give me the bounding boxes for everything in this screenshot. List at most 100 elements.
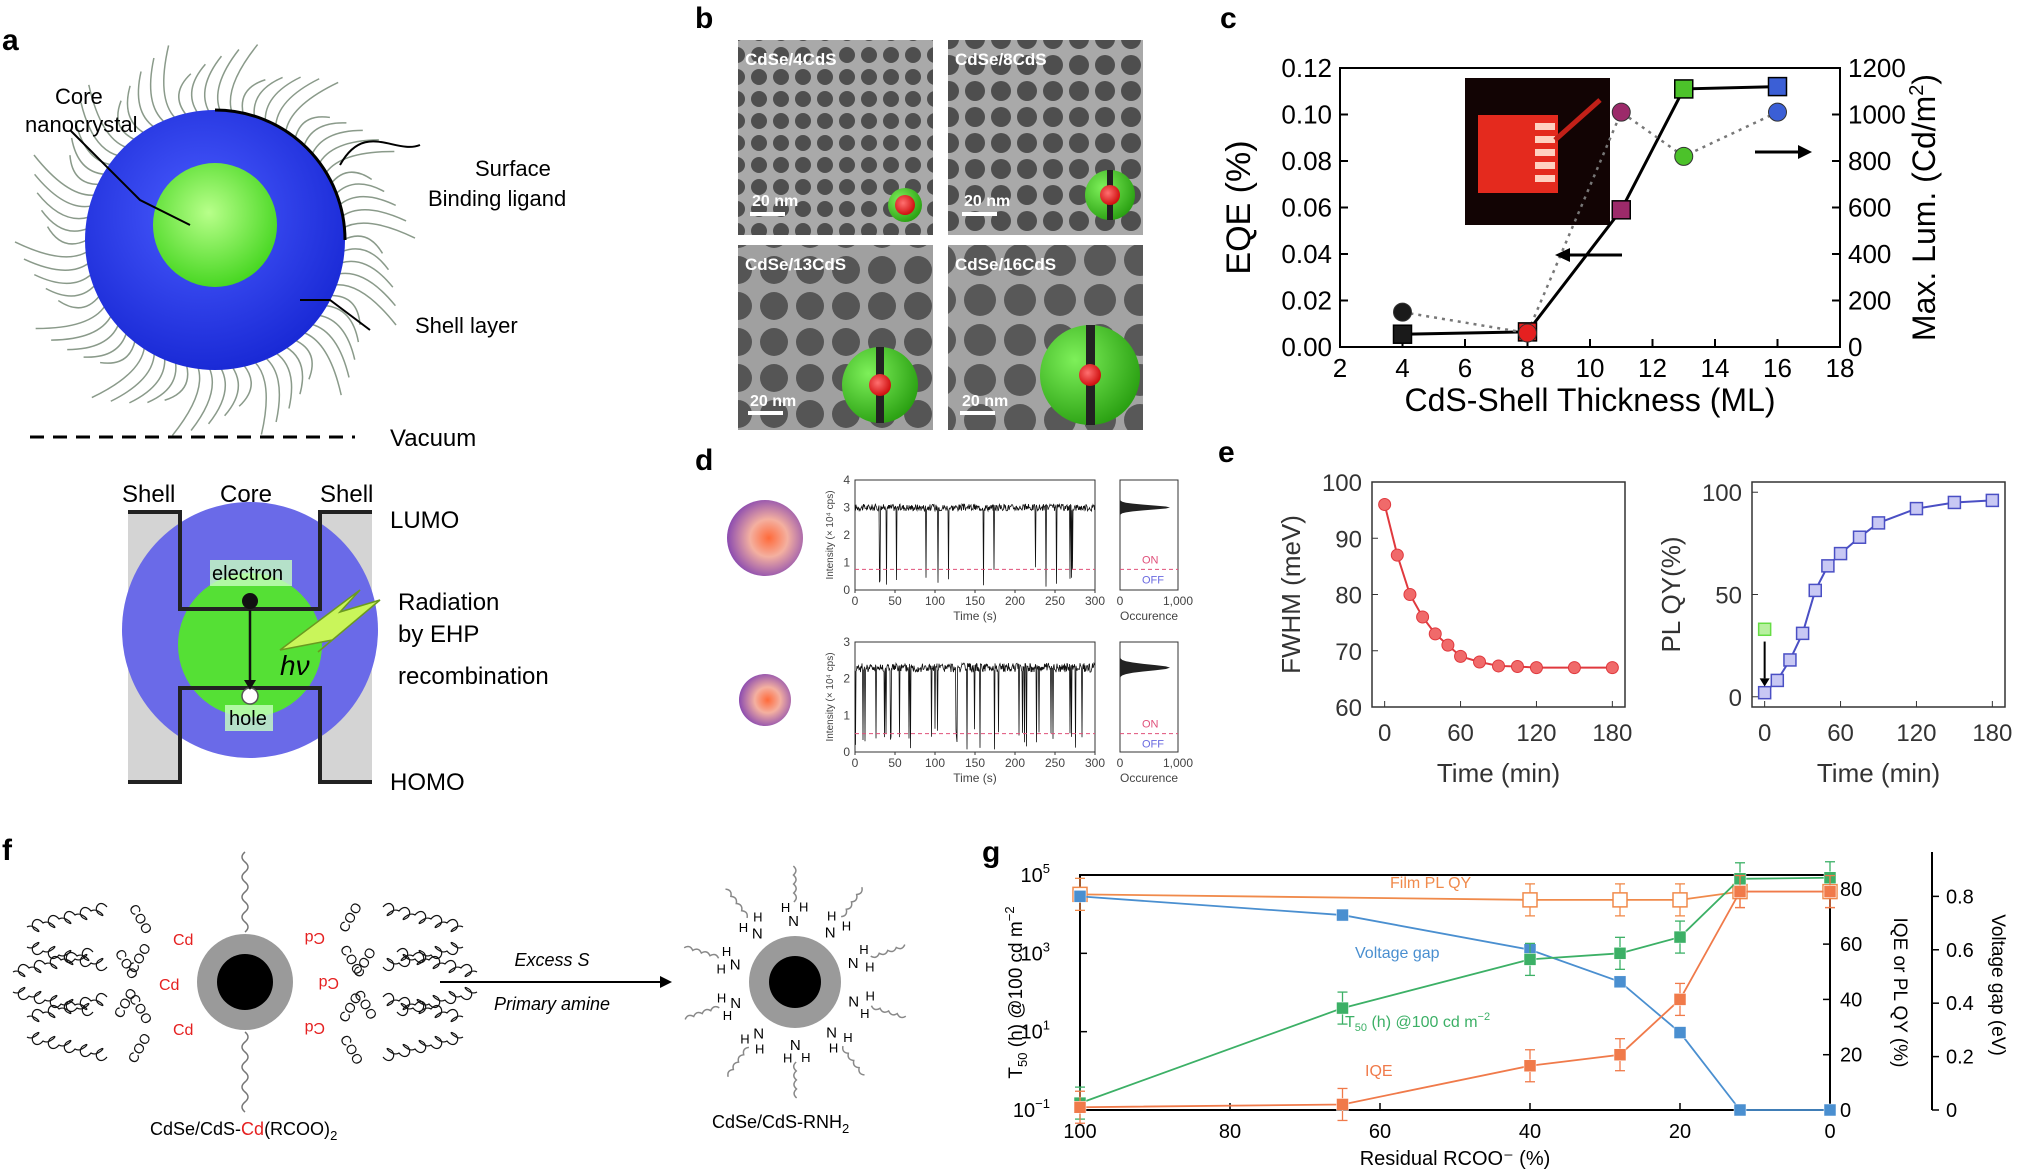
chart-e2-xtick: 180 <box>1972 720 2012 747</box>
chart-g-y2label: IQE or PL QY (%) <box>1889 918 1910 1068</box>
chart-g-point <box>1336 1001 1349 1015</box>
panel-c: c 2 4 6 8 10 12 14 16 18 0.00 0.02 0.04 0.06 0.08 0.10… <box>1220 2 1942 418</box>
ligand-hair <box>285 346 304 395</box>
amine-h-label: H <box>739 920 748 935</box>
chart-e2-ytick: 0 <box>1729 685 1742 712</box>
chart-c-ytick: 0.08 <box>1281 146 1332 176</box>
alkyl-chain <box>26 992 108 1023</box>
chart-e2-point <box>1947 495 1962 510</box>
arrow-bottom-label: Primary amine <box>494 994 610 1014</box>
chart-d-ytick: 1 <box>843 708 850 722</box>
ligand-hair <box>275 352 293 409</box>
band-shell-right: Shell <box>320 481 373 508</box>
amine-n-label: N <box>825 924 836 941</box>
chart-g-xtick: 0 <box>1824 1121 1835 1143</box>
chart-e1: 0 60 120 180 60 70 80 90 100 Time (min) FWHM (meV) <box>1276 470 1632 788</box>
ligand-hairs <box>14 44 416 436</box>
chart-g-y2tick: 60 <box>1840 934 1862 956</box>
chart-e1-xtick: 0 <box>1378 720 1391 747</box>
chart-d-xtick: 200 <box>1005 594 1025 608</box>
tem-image-2: CdSe/8CdS 20 nm <box>948 40 1143 235</box>
panel-label-e: e <box>1218 436 1235 469</box>
tem-title-4: CdSe/16CdS <box>955 255 1056 274</box>
right-qd-core <box>769 956 821 1008</box>
ligand-hair <box>137 71 155 128</box>
chart-c-lum-point <box>1768 102 1787 122</box>
chart-e1-point <box>1473 655 1487 669</box>
amine-h-label: H <box>829 1041 838 1056</box>
coo-label: COO <box>124 1030 154 1066</box>
ligand-label-1: Surface <box>475 156 551 181</box>
tem-image-1: CdSe/4CdS 20 nm <box>738 40 933 235</box>
amine-h-label: H <box>755 1042 764 1057</box>
ligand-hair <box>324 304 360 343</box>
ligand-hair <box>203 55 223 113</box>
chart-e1-line <box>1383 504 1613 669</box>
ligand-hair <box>238 364 252 407</box>
chart-g-xtick: 60 <box>1369 1121 1391 1143</box>
tem-scale-3: 20 nm <box>750 393 796 410</box>
ligand-hair <box>149 57 166 123</box>
alkyl-chain <box>12 947 94 978</box>
panel-label-g: g <box>982 836 1000 869</box>
ligand-hair <box>163 45 176 119</box>
cd-atom-label: Cd <box>305 929 325 946</box>
chart-g-point <box>1613 975 1627 989</box>
tem-title-3: CdSe/13CdS <box>745 255 846 274</box>
ligand-hair <box>338 272 396 307</box>
chart-d-on-label: ON <box>1142 719 1159 731</box>
chart-c-ytick: 0.10 <box>1281 100 1332 130</box>
chart-g-point <box>1336 1098 1349 1111</box>
chart-d-xtick: 0 <box>852 594 859 608</box>
panel-label-a: a <box>2 24 19 57</box>
ligand-hair <box>318 314 356 360</box>
chart-d-ytick: 3 <box>843 635 850 649</box>
chart-e1-ytick: 60 <box>1335 695 1362 722</box>
chart-e2-point <box>1757 685 1772 700</box>
amine-h-label: H <box>827 908 836 923</box>
chart-g-label-plqy: Film PL QY <box>1390 875 1472 892</box>
chart-e2: 0 60 120 180 0 50 100 Time (min) PL QY(%) <box>1656 480 2012 788</box>
chart-c-xlabel: CdS-Shell Thickness (ML) <box>1404 382 1775 418</box>
chart-d-xlabel: Time (s) <box>953 771 997 785</box>
chart-e2-ylabel: PL QY(%) <box>1656 536 1686 652</box>
ligand-hair <box>334 284 397 326</box>
chart-d-ytick: 0 <box>843 583 850 597</box>
chart-c-y2tick: 400 <box>1848 239 1891 269</box>
chart-c-y2tick: 200 <box>1848 286 1891 316</box>
chart-c-y2tick: 0 <box>1848 332 1862 362</box>
chart-e1-xlabel: Time (min) <box>1437 758 1560 788</box>
ligand-hair <box>147 361 177 404</box>
coo-label: COO <box>335 899 365 935</box>
chart-g-xtick: 40 <box>1519 1121 1541 1143</box>
chart-c-ytick: 0.04 <box>1281 239 1332 269</box>
chart-g-y3tick: 0.8 <box>1946 886 1974 908</box>
chart-e1-point <box>1454 649 1468 663</box>
chart-c-ylabel: EQE (%) <box>1220 140 1258 274</box>
chart-g-point <box>1522 892 1538 908</box>
ligand-hair <box>334 183 385 196</box>
chart-g-line <box>1079 890 1830 1109</box>
ligand-hair <box>34 173 92 208</box>
chart-g-ytick: 103 <box>1021 939 1050 965</box>
chart-c-ytick: 0.00 <box>1281 332 1332 362</box>
ligand-hair <box>229 44 259 114</box>
ligand-hair <box>190 63 206 114</box>
chart-e2-point <box>1795 626 1810 641</box>
chart-d-xtick: 100 <box>925 756 945 770</box>
chart-d-ylabel: Intensity (× 10⁴ cps) <box>825 490 836 579</box>
chart-d-histogram <box>1120 654 1170 681</box>
chart-c-eqe-point <box>1674 79 1694 99</box>
homo-label: HOMO <box>390 769 465 796</box>
chart-d-occ-label: Occurence <box>1120 609 1178 623</box>
amine-h-label: H <box>842 919 851 934</box>
amine-h-label: H <box>753 909 762 924</box>
chart-g-ytick: 101 <box>1021 1018 1050 1044</box>
ligand-hair <box>69 155 100 186</box>
chart-c-y2label: Max. Lum. (Cd/m2) <box>1906 74 1942 341</box>
chart-g-point <box>1673 1026 1687 1039</box>
amine-h-label: H <box>860 1006 869 1021</box>
chart-e1-point <box>1403 588 1417 601</box>
chart-e1-xtick: 120 <box>1516 720 1556 747</box>
